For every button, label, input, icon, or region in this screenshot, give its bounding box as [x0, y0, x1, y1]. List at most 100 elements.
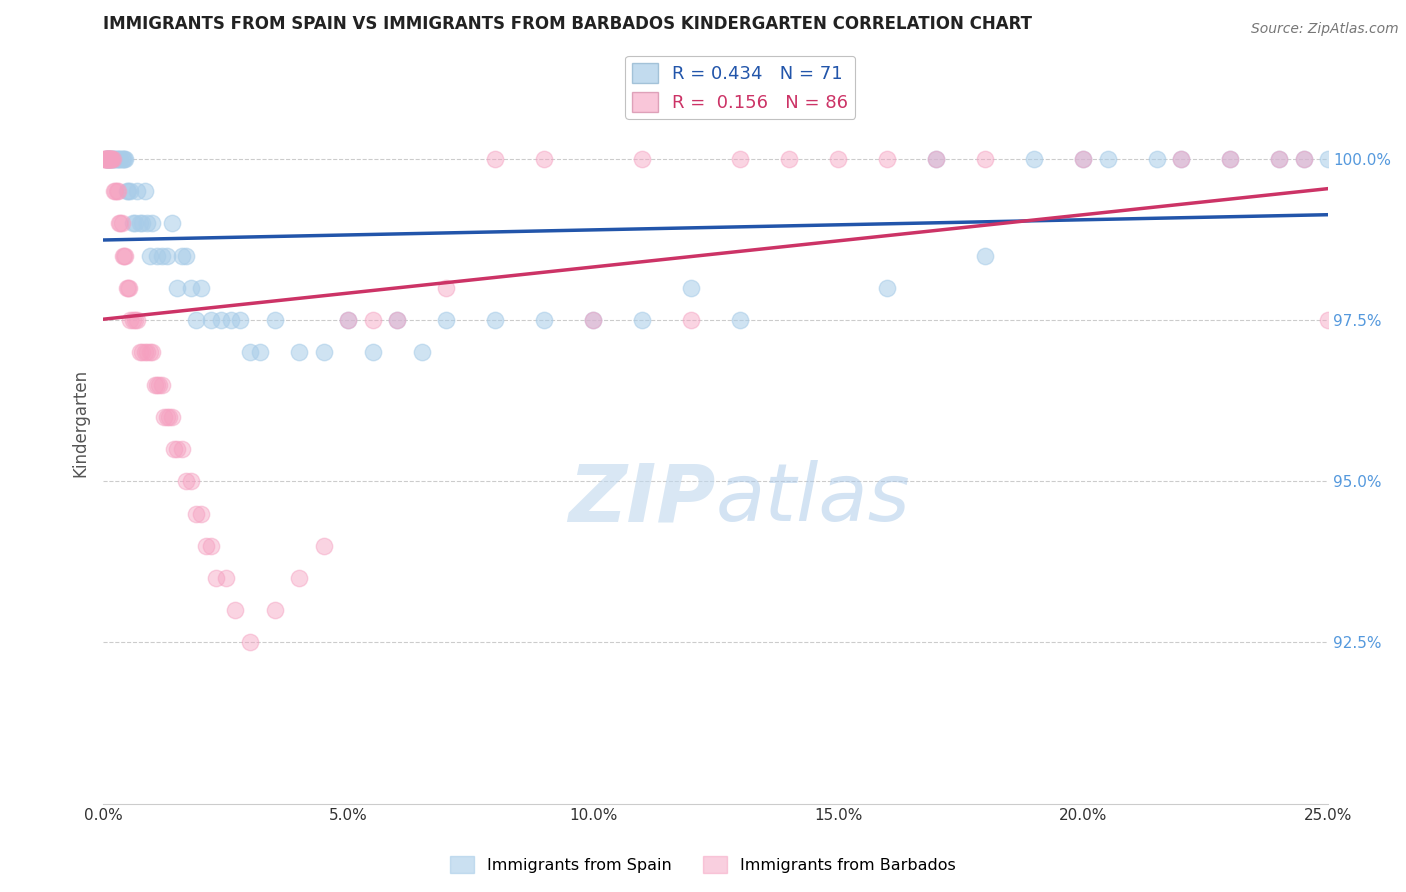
Point	[115, 184, 138, 198]
Point	[180, 281, 202, 295]
Point	[96, 152, 118, 166]
Point	[1071, 152, 1094, 166]
Point	[186, 507, 208, 521]
Point	[312, 539, 335, 553]
Point	[148, 377, 170, 392]
Point	[876, 152, 898, 166]
Point	[107, 152, 129, 166]
Point	[112, 152, 135, 166]
Point	[484, 152, 506, 166]
Y-axis label: Kindergarten: Kindergarten	[72, 369, 89, 477]
Point	[434, 313, 457, 327]
Point	[582, 313, 605, 327]
Point	[114, 249, 136, 263]
Point	[681, 313, 703, 327]
Point	[93, 152, 115, 166]
Point	[98, 152, 121, 166]
Point	[128, 345, 150, 359]
Point	[101, 152, 124, 166]
Point	[1170, 152, 1192, 166]
Point	[209, 313, 232, 327]
Point	[631, 313, 654, 327]
Point	[107, 184, 129, 198]
Point	[103, 184, 125, 198]
Point	[120, 313, 142, 327]
Point	[166, 442, 188, 456]
Point	[121, 313, 143, 327]
Point	[1317, 313, 1340, 327]
Point	[112, 249, 135, 263]
Point	[186, 313, 208, 327]
Point	[97, 152, 120, 166]
Point	[94, 152, 117, 166]
Point	[385, 313, 408, 327]
Point	[120, 184, 142, 198]
Point	[103, 152, 125, 166]
Point	[224, 603, 246, 617]
Point	[533, 152, 555, 166]
Legend: R = 0.434   N = 71, R =  0.156   N = 86: R = 0.434 N = 71, R = 0.156 N = 86	[626, 55, 855, 119]
Point	[1219, 152, 1241, 166]
Point	[128, 216, 150, 230]
Point	[288, 571, 311, 585]
Point	[97, 152, 120, 166]
Point	[94, 152, 117, 166]
Point	[195, 539, 218, 553]
Point	[121, 216, 143, 230]
Point	[138, 345, 160, 359]
Point	[925, 152, 948, 166]
Point	[101, 152, 124, 166]
Point	[150, 249, 173, 263]
Legend: Immigrants from Spain, Immigrants from Barbados: Immigrants from Spain, Immigrants from B…	[444, 849, 962, 880]
Point	[115, 281, 138, 295]
Point	[1146, 152, 1168, 166]
Point	[114, 152, 136, 166]
Point	[100, 152, 122, 166]
Point	[1268, 152, 1291, 166]
Point	[97, 152, 120, 166]
Point	[263, 603, 285, 617]
Point	[111, 249, 134, 263]
Point	[124, 313, 146, 327]
Point	[104, 184, 127, 198]
Point	[96, 152, 118, 166]
Point	[229, 313, 252, 327]
Point	[131, 216, 153, 230]
Point	[98, 152, 121, 166]
Point	[100, 152, 122, 166]
Point	[98, 152, 121, 166]
Point	[101, 152, 124, 166]
Point	[200, 313, 222, 327]
Point	[117, 281, 139, 295]
Point	[778, 152, 800, 166]
Point	[127, 313, 149, 327]
Text: Source: ZipAtlas.com: Source: ZipAtlas.com	[1251, 22, 1399, 37]
Point	[153, 409, 176, 424]
Point	[166, 281, 188, 295]
Point	[136, 345, 159, 359]
Point	[337, 313, 360, 327]
Point	[728, 152, 751, 166]
Point	[163, 442, 186, 456]
Point	[98, 152, 121, 166]
Text: atlas: atlas	[716, 460, 910, 539]
Point	[100, 152, 122, 166]
Point	[93, 152, 115, 166]
Point	[156, 249, 179, 263]
Point	[143, 377, 166, 392]
Point	[96, 152, 118, 166]
Point	[104, 152, 127, 166]
Point	[170, 249, 193, 263]
Point	[176, 475, 198, 489]
Point	[150, 377, 173, 392]
Point	[1170, 152, 1192, 166]
Point	[111, 216, 134, 230]
Point	[337, 313, 360, 327]
Point	[974, 152, 997, 166]
Point	[190, 281, 212, 295]
Point	[533, 313, 555, 327]
Text: IMMIGRANTS FROM SPAIN VS IMMIGRANTS FROM BARBADOS KINDERGARTEN CORRELATION CHART: IMMIGRANTS FROM SPAIN VS IMMIGRANTS FROM…	[103, 15, 1032, 33]
Point	[96, 152, 118, 166]
Point	[219, 313, 242, 327]
Point	[681, 281, 703, 295]
